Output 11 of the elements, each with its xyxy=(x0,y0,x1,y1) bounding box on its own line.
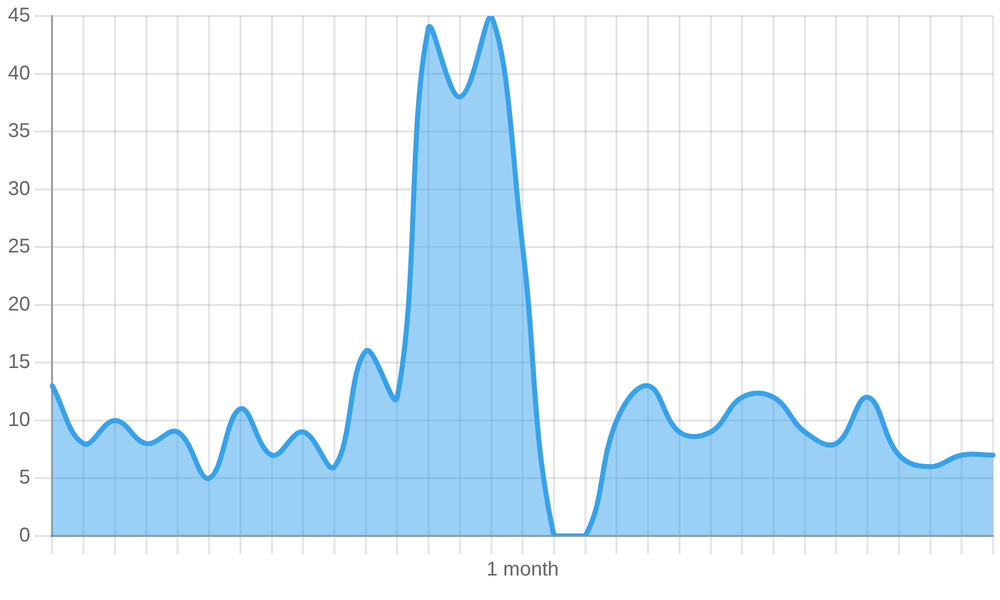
y-tick-label: 20 xyxy=(8,293,30,316)
x-tick-label: 1 month xyxy=(486,558,559,581)
y-tick-label: 15 xyxy=(8,351,30,374)
y-tick-label: 40 xyxy=(8,62,30,84)
y-tick-label: 45 xyxy=(8,4,30,27)
y-tick-label: 0 xyxy=(19,524,30,547)
y-tick-label: 5 xyxy=(19,466,30,489)
y-tick-label: 35 xyxy=(8,120,30,142)
y-tick-label: 30 xyxy=(8,178,30,200)
y-tick-label: 25 xyxy=(8,236,30,258)
y-tick-label: 10 xyxy=(8,408,30,431)
